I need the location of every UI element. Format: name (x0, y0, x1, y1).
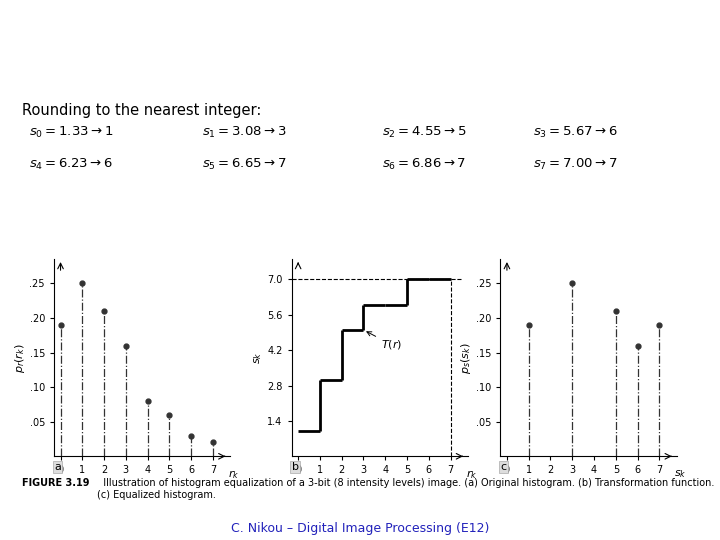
Text: 25: 25 (17, 37, 41, 55)
Text: Histogram Equalisation (cont...): Histogram Equalisation (cont...) (322, 17, 698, 38)
X-axis label: $r_k$: $r_k$ (228, 468, 240, 481)
X-axis label: $s_k$: $s_k$ (674, 468, 687, 480)
Text: $s_6 = 6.86 \rightarrow 7$: $s_6 = 6.86 \rightarrow 7$ (382, 157, 466, 172)
Text: $s_7 = 7.00 \rightarrow 7$: $s_7 = 7.00 \rightarrow 7$ (533, 157, 617, 172)
Text: $s_0 = 1.33 \rightarrow 1$: $s_0 = 1.33 \rightarrow 1$ (29, 125, 113, 140)
X-axis label: $r_k$: $r_k$ (466, 468, 477, 481)
Text: a: a (54, 462, 61, 472)
Y-axis label: $s_k$: $s_k$ (253, 352, 264, 364)
Text: $s_1 = 3.08 \rightarrow 3$: $s_1 = 3.08 \rightarrow 3$ (202, 125, 286, 140)
Text: Illustration of histogram equalization of a 3-bit (8 intensity levels) image. (a: Illustration of histogram equalization o… (97, 478, 714, 500)
Text: $s_4 = 6.23 \rightarrow 6$: $s_4 = 6.23 \rightarrow 6$ (29, 157, 113, 172)
Text: $T(r)$: $T(r)$ (367, 332, 402, 351)
Y-axis label: $p_r(r_k)$: $p_r(r_k)$ (13, 343, 27, 373)
Y-axis label: $p_s(s_k)$: $p_s(s_k)$ (459, 342, 473, 374)
Text: Example: Example (598, 62, 698, 82)
Text: FIGURE 3.19: FIGURE 3.19 (22, 478, 89, 488)
Text: c: c (500, 462, 507, 472)
Text: Rounding to the nearest integer:: Rounding to the nearest integer: (22, 103, 261, 118)
Text: b: b (292, 462, 299, 472)
Text: C. Nikou – Digital Image Processing (E12): C. Nikou – Digital Image Processing (E12… (231, 522, 489, 535)
Text: $s_5 = 6.65 \rightarrow 7$: $s_5 = 6.65 \rightarrow 7$ (202, 157, 286, 172)
Text: $s_3 = 5.67 \rightarrow 6$: $s_3 = 5.67 \rightarrow 6$ (533, 125, 618, 140)
Text: $s_2 = 4.55 \rightarrow 5$: $s_2 = 4.55 \rightarrow 5$ (382, 125, 466, 140)
